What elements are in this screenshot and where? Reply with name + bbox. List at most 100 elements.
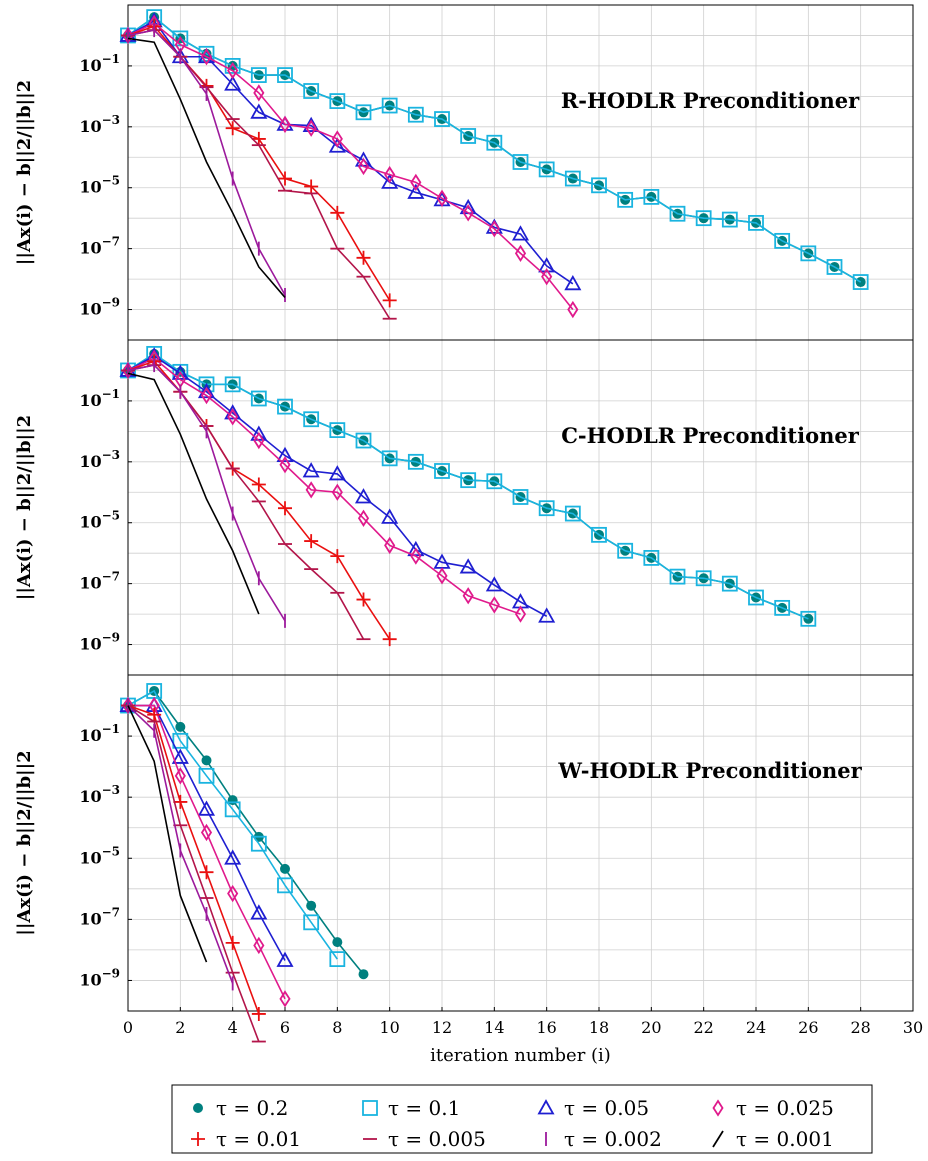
data-point (250, 103, 268, 119)
data-point (460, 472, 477, 489)
data-point (381, 173, 399, 189)
data-point (407, 453, 424, 470)
data-point (304, 534, 319, 549)
data-point (512, 154, 529, 170)
legend-label: τ = 0.1 (388, 1096, 460, 1120)
y-tick-label: 10−1 (79, 52, 120, 75)
panel-3: 10−1 10−3 10−5 10−7 10−9 ||Ax(i) − b||2/||b||… (14, 674, 914, 1043)
data-point (278, 171, 292, 186)
data-point (147, 707, 162, 722)
data-point (304, 179, 319, 194)
data-point (253, 84, 265, 102)
data-point (302, 462, 320, 478)
data-point (591, 177, 607, 194)
y-tick-label: 10−7 (79, 570, 120, 593)
data-point (197, 800, 216, 816)
data-point (384, 165, 396, 184)
series-8 (127, 372, 260, 615)
y-tick-label: 10−3 (79, 113, 120, 136)
series-line (127, 352, 809, 620)
series-line (127, 16, 862, 283)
data-point (278, 501, 292, 516)
data-point (251, 1006, 266, 1021)
data-point (721, 575, 738, 592)
y-tick-label: 10−5 (79, 509, 120, 532)
y-tick-label: 10−3 (79, 448, 120, 471)
legend-label: τ = 0.025 (736, 1096, 834, 1120)
data-point (280, 863, 290, 874)
data-point (224, 849, 242, 865)
data-point (200, 823, 213, 842)
data-point (198, 767, 215, 784)
data-point (224, 58, 241, 74)
data-point (407, 106, 424, 123)
data-point (410, 547, 422, 565)
data-point (459, 558, 477, 574)
y-axis-label: ||Ax(i) − b||2/||b||2 (14, 750, 35, 935)
series-line (128, 704, 286, 1000)
data-point (538, 500, 555, 517)
data-point (303, 411, 320, 428)
legend-item: τ = 0.002 (545, 1127, 662, 1151)
series-7 (127, 358, 286, 628)
data-point (512, 489, 529, 505)
data-point (800, 610, 817, 627)
data-point (721, 211, 738, 228)
series-line (127, 372, 260, 615)
data-point (328, 137, 346, 153)
x-tick-label: 12 (432, 1018, 452, 1037)
data-point (277, 877, 293, 894)
data-point (485, 576, 503, 592)
data-point (541, 268, 553, 286)
data-point (434, 463, 450, 479)
legend-marker (191, 1132, 205, 1146)
data-point (564, 505, 581, 522)
data-point (277, 398, 293, 415)
x-tick-label: 10 (379, 1018, 399, 1037)
data-point (199, 865, 214, 880)
data-point (410, 173, 422, 192)
data-point (250, 67, 267, 83)
data-point (224, 801, 241, 818)
data-point (407, 540, 425, 557)
series-7 (127, 23, 286, 303)
data-point (306, 900, 317, 911)
y-tick-label: 10−1 (79, 722, 120, 745)
data-point (250, 835, 267, 852)
data-point (382, 632, 397, 647)
data-point (331, 130, 343, 148)
series-1 (123, 685, 369, 980)
x-tick-label: 8 (332, 1018, 342, 1037)
data-point (436, 567, 448, 585)
data-point (382, 293, 397, 308)
panel-title: R-HODLR Preconditioner (561, 88, 860, 113)
data-point (174, 767, 186, 785)
x-tick-label: 0 (123, 1018, 133, 1037)
data-point (617, 191, 634, 208)
y-axis-label: ||Ax(i) − b||2/||b||2 (14, 415, 35, 600)
data-point (279, 456, 291, 474)
data-point (356, 592, 371, 607)
legend-label: τ = 0.2 (216, 1096, 288, 1120)
x-tick-label: 28 (850, 1018, 870, 1037)
data-point (695, 210, 712, 227)
series-4 (122, 696, 291, 1008)
data-point (201, 755, 212, 766)
x-tick-label: 4 (228, 1018, 238, 1037)
data-point (305, 119, 317, 137)
y-tick-label: 10−5 (79, 174, 120, 197)
panel-frame (127, 339, 914, 676)
data-point (227, 884, 239, 903)
data-point (617, 542, 634, 559)
data-point (355, 432, 372, 449)
data-point (356, 250, 371, 265)
legend-marker (537, 1099, 555, 1115)
series-8 (127, 37, 286, 298)
data-point (669, 568, 686, 585)
data-point (279, 115, 291, 134)
data-point (381, 450, 398, 467)
y-tick-label: 10−5 (79, 844, 120, 867)
data-point (434, 111, 450, 127)
series-line (127, 354, 548, 617)
